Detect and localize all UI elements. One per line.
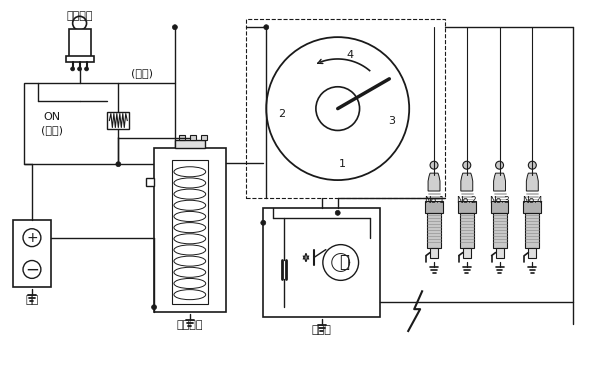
Circle shape — [85, 67, 88, 71]
Text: No.2: No.2 — [457, 196, 477, 205]
Circle shape — [23, 261, 41, 278]
Circle shape — [78, 67, 82, 71]
Text: No.4: No.4 — [522, 196, 543, 205]
Circle shape — [261, 220, 266, 225]
Bar — [460, 213, 474, 247]
Bar — [523, 201, 542, 213]
Polygon shape — [461, 173, 473, 191]
Bar — [201, 135, 207, 141]
Circle shape — [264, 25, 269, 30]
Bar — [496, 247, 504, 257]
Text: 1: 1 — [339, 159, 346, 169]
Circle shape — [335, 210, 340, 215]
Circle shape — [172, 25, 177, 30]
Bar — [246, 19, 445, 198]
Circle shape — [316, 87, 359, 130]
Bar — [172, 160, 208, 304]
Bar — [493, 213, 507, 247]
Circle shape — [496, 161, 504, 169]
Bar — [69, 29, 91, 57]
Bar — [430, 247, 438, 257]
Text: ON
(接通): ON (接通) — [41, 112, 63, 135]
Bar — [179, 135, 185, 141]
Bar — [425, 201, 443, 213]
Bar — [427, 213, 441, 247]
Circle shape — [430, 161, 438, 169]
Text: −: − — [25, 261, 39, 278]
Bar — [463, 247, 471, 257]
Circle shape — [463, 161, 471, 169]
Text: 分电器: 分电器 — [312, 325, 332, 335]
Bar — [263, 208, 380, 317]
Text: ⌾: ⌾ — [339, 254, 349, 271]
Bar — [490, 201, 508, 213]
Bar — [528, 247, 536, 257]
Bar — [175, 141, 205, 148]
Bar — [66, 56, 94, 62]
Bar — [154, 148, 225, 312]
Text: 2: 2 — [279, 108, 285, 119]
Circle shape — [116, 162, 121, 167]
Text: No.1: No.1 — [424, 196, 444, 205]
Polygon shape — [493, 173, 505, 191]
Text: 3: 3 — [388, 115, 395, 125]
Circle shape — [323, 245, 359, 280]
Text: 点火线圈: 点火线圈 — [177, 320, 203, 330]
Bar — [13, 220, 51, 287]
Text: +: + — [26, 231, 38, 245]
Circle shape — [528, 161, 536, 169]
Text: 点火开关: 点火开关 — [66, 11, 93, 21]
Circle shape — [151, 305, 156, 310]
Polygon shape — [526, 173, 538, 191]
Circle shape — [71, 67, 75, 71]
Bar — [24, 83, 175, 164]
Text: 电瓶: 电瓶 — [25, 295, 38, 305]
Bar — [108, 112, 129, 129]
Text: No.3: No.3 — [489, 196, 510, 205]
Circle shape — [73, 16, 87, 30]
Circle shape — [23, 229, 41, 247]
Text: 4: 4 — [346, 50, 353, 60]
Bar — [525, 213, 539, 247]
Bar — [146, 178, 154, 186]
Polygon shape — [428, 173, 440, 191]
Bar — [458, 201, 476, 213]
Text: (启动): (启动) — [131, 68, 153, 78]
Bar — [190, 135, 196, 141]
Circle shape — [266, 37, 409, 180]
